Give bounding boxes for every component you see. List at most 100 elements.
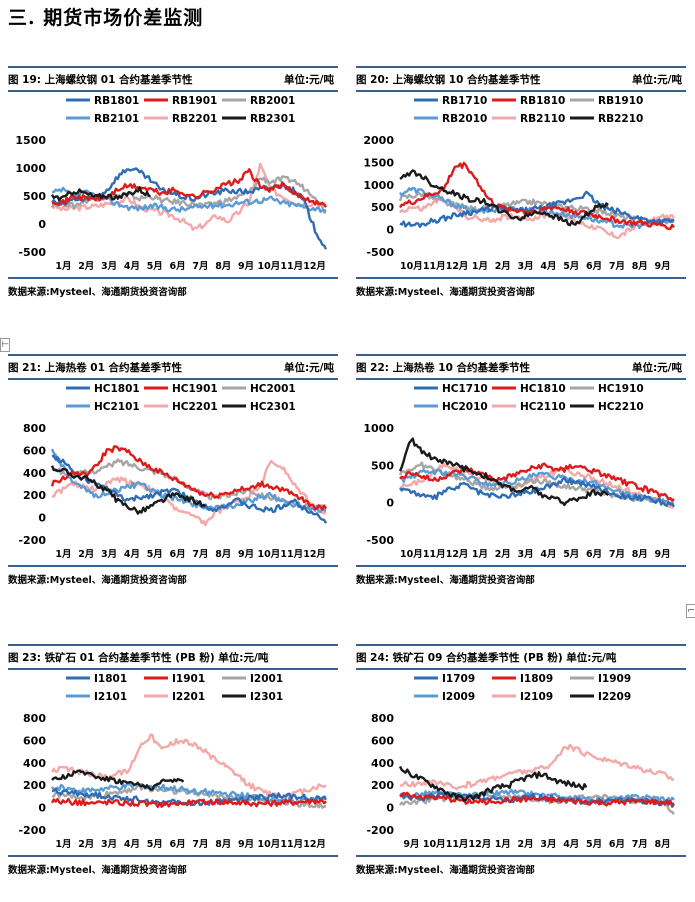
series-line-i2209 — [398, 765, 588, 803]
x-tick-label: 12月 — [469, 839, 492, 850]
series-line-hc1810 — [399, 462, 675, 502]
x-tick-label: 2月 — [78, 839, 94, 850]
chart-unit: 单位:元/吨 — [631, 74, 682, 86]
x-tick-label: 4月 — [124, 549, 140, 560]
y-tick-label: 1000 — [15, 162, 46, 175]
y-tick-label: 600 — [23, 444, 46, 457]
x-tick-label: 11月 — [280, 839, 303, 850]
chart-title: 图 21: 上海热卷 01 合约基差季节性 — [8, 362, 183, 374]
x-tick-label: 5月 — [563, 261, 579, 272]
y-tick-label: 500 — [371, 459, 394, 472]
x-tick-label: 5月 — [586, 839, 602, 850]
x-tick-label: 6月 — [170, 839, 186, 850]
x-tick-label: 1月 — [55, 839, 71, 850]
legend-label: HC1710 — [442, 383, 488, 395]
x-tick-label: 2月 — [495, 261, 511, 272]
chart-panel-22: 图 22: 上海热卷 10 合约基差季节性 单位:元/吨 -500 0 500 100… — [356, 354, 686, 594]
legend-label: RB1801 — [94, 95, 139, 107]
x-tick-label: 7月 — [192, 261, 208, 272]
series-line-i2301 — [51, 769, 185, 791]
x-tick-label: 12月 — [303, 839, 326, 850]
chart-unit: 单位:元/吨 — [283, 74, 334, 86]
y-tick-label: 800 — [23, 712, 46, 725]
panel-header-rule — [356, 668, 686, 670]
y-tick-label: 0 — [38, 512, 46, 525]
x-tick-label: 9月 — [403, 839, 419, 850]
series-line-hc1901 — [50, 445, 328, 511]
x-tick-label: 2月 — [495, 549, 511, 560]
series-line-hc2301 — [50, 465, 207, 515]
x-tick-label: 4月 — [540, 549, 556, 560]
y-tick-label: -500 — [366, 534, 394, 547]
panel-header-rule — [8, 378, 338, 380]
panel-header-rule — [8, 90, 338, 92]
x-tick-label: 1月 — [55, 261, 71, 272]
x-tick-label: 3月 — [518, 261, 534, 272]
x-tick-label: 4月 — [540, 261, 556, 272]
x-tick-label: 7月 — [192, 549, 208, 560]
x-tick-label: 2月 — [518, 839, 534, 850]
legend-label: RB2110 — [520, 113, 565, 125]
legend-label: HC1901 — [172, 383, 218, 395]
x-tick-label: 7月 — [192, 839, 208, 850]
x-tick-label: 9月 — [238, 839, 254, 850]
y-tick-label: 0 — [38, 218, 46, 231]
legend-label: RB2201 — [172, 113, 217, 125]
x-tick-label: 11月 — [280, 261, 303, 272]
x-tick-label: 8月 — [215, 839, 231, 850]
panel-bottom-rule — [356, 565, 686, 567]
legend-label: HC2110 — [520, 401, 566, 413]
legend-label: I1809 — [520, 673, 553, 685]
series-line-hc1710 — [399, 476, 675, 508]
x-tick-label: 11月 — [446, 839, 469, 850]
x-tick-label: 4月 — [124, 839, 140, 850]
chart-source: 数据来源:Mysteel、海通期货投资咨询部 — [8, 575, 187, 586]
collapse-marker-right[interactable]: ⌐ — [686, 604, 695, 618]
y-tick-label: 600 — [23, 734, 46, 747]
chart-svg: -500 0 500 1000 1500 2000 10月 11月 12月 1月 2月 3月 4月 5月 6… — [363, 95, 676, 272]
y-tick-label: -200 — [18, 824, 46, 837]
x-tick-label: 2月 — [78, 549, 94, 560]
series-line-i2009 — [399, 788, 675, 805]
legend-label: RB2101 — [94, 113, 139, 125]
x-tick-label: 12月 — [303, 261, 326, 272]
x-tick-label: 1月 — [472, 261, 488, 272]
y-tick-label: 0 — [386, 802, 394, 815]
x-tick-label: 6月 — [170, 549, 186, 560]
chart-svg: -200 0 200 400 600 800 1月 2月 3月 4月 5月 6月 7月 8月 9月 10月 11… — [18, 673, 327, 850]
legend-label: I1901 — [172, 673, 205, 685]
legend-label: I1801 — [94, 673, 127, 685]
panel-header-rule — [356, 378, 686, 380]
panel-bottom-rule — [8, 855, 338, 857]
y-tick-label: 1000 — [363, 422, 394, 435]
y-tick-label: -200 — [366, 824, 394, 837]
panel-top-rule — [356, 66, 686, 68]
x-tick-label: 3月 — [101, 839, 117, 850]
y-tick-label: 200 — [371, 779, 394, 792]
chart-svg: -200 0 200 400 600 800 9月 10月 11月 12月 1月 2月 3月 4月 5月 6月… — [366, 673, 675, 850]
x-tick-label: 5月 — [147, 549, 163, 560]
chart-unit: 单位:元/吨 — [283, 362, 334, 374]
chart-source: 数据来源:Mysteel、海通期货投资咨询部 — [356, 287, 535, 298]
x-tick-label: 7月 — [609, 549, 625, 560]
x-tick-label: 10月 — [258, 261, 281, 272]
x-tick-label: 1月 — [55, 549, 71, 560]
legend-label: I1909 — [598, 673, 631, 685]
chart-source: 数据来源:Mysteel、海通期货投资咨询部 — [356, 865, 535, 876]
y-tick-label: 0 — [38, 802, 46, 815]
y-tick-label: 200 — [23, 779, 46, 792]
panel-top-rule — [8, 354, 338, 356]
x-tick-label: 5月 — [563, 549, 579, 560]
x-tick-label: 1月 — [472, 549, 488, 560]
legend-label: HC1801 — [94, 383, 140, 395]
series-line-i2101 — [51, 782, 327, 805]
x-tick-label: 8月 — [215, 549, 231, 560]
chart-source: 数据来源:Mysteel、海通期货投资咨询部 — [356, 575, 535, 586]
series-line-hc2210 — [398, 437, 609, 507]
chart-caption: 图 23: 铁矿石 01 合约基差季节性 (PB 粉) 单位:元/吨 — [8, 650, 338, 666]
collapse-marker-left[interactable]: ⊢ — [0, 338, 10, 352]
x-tick-label: 6月 — [609, 839, 625, 850]
y-tick-label: 2000 — [363, 134, 394, 147]
y-tick-label: -500 — [18, 246, 46, 259]
chart-caption: 图 22: 上海热卷 10 合约基差季节性 单位:元/吨 — [356, 360, 686, 376]
